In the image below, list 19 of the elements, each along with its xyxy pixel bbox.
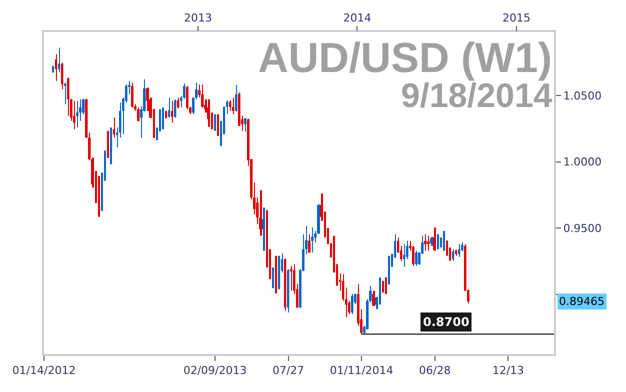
x-tick-label: 12/13 (492, 364, 524, 378)
candlestick (290, 266, 292, 291)
x2-tick-label: 2014 (343, 12, 372, 25)
x-tick-label: 06/28 (419, 364, 451, 378)
x-tick-label: 01/11/2014 (330, 364, 394, 378)
y-tick-label: 0.9500 (563, 222, 602, 235)
y-tick-label: 1.0500 (563, 89, 602, 102)
x-tick-label: 01/14/2012 (12, 364, 76, 378)
x2-tick-label: 2015 (502, 12, 530, 25)
candlestick (214, 114, 216, 131)
text: 0.89465 (559, 295, 604, 308)
chart-title: AUD/USD (W1) (258, 34, 552, 81)
candlestick (385, 277, 387, 294)
ref-line-label: 0.8700 (423, 315, 470, 329)
x-tick-label: 07/27 (272, 364, 304, 378)
candlestick (272, 267, 274, 288)
y-tick-label: 1.0000 (563, 156, 602, 169)
x2-tick-label: 2013 (184, 12, 212, 25)
x-tick-label: 02/09/2013 (183, 364, 247, 378)
